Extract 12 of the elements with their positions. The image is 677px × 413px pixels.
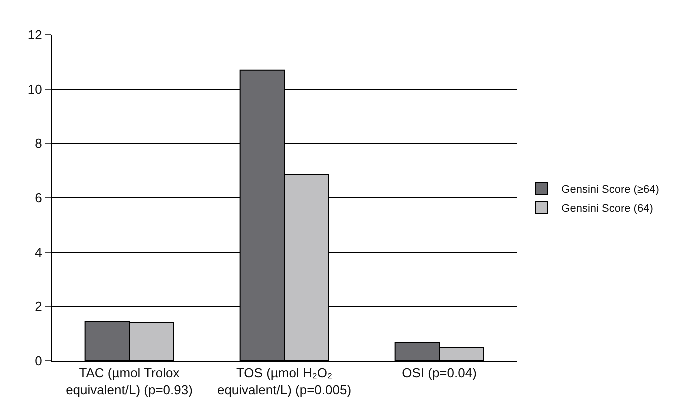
x-tick-label: OSI (p=0.04) bbox=[402, 366, 477, 381]
legend-label: Gensini Score (≥64) bbox=[562, 184, 660, 196]
y-tick-label: 12 bbox=[28, 28, 42, 43]
y-tick-label: 6 bbox=[35, 190, 42, 206]
y-tick-label: 4 bbox=[35, 244, 42, 260]
legend-label: Gensini Score (64) bbox=[562, 202, 654, 215]
x-tick-label: TAC (µmol Trolox equivalent/L) (p=0.93) bbox=[66, 366, 193, 398]
x-tick-label: TOS (µmol H₂O₂ equivalent/L) (p=0.005) bbox=[217, 366, 352, 398]
y-tick-label: 10 bbox=[28, 82, 42, 97]
y-tick-label: 8 bbox=[35, 136, 42, 152]
y-tick-label: 2 bbox=[35, 299, 42, 314]
y-tick-label: 0 bbox=[35, 354, 42, 369]
